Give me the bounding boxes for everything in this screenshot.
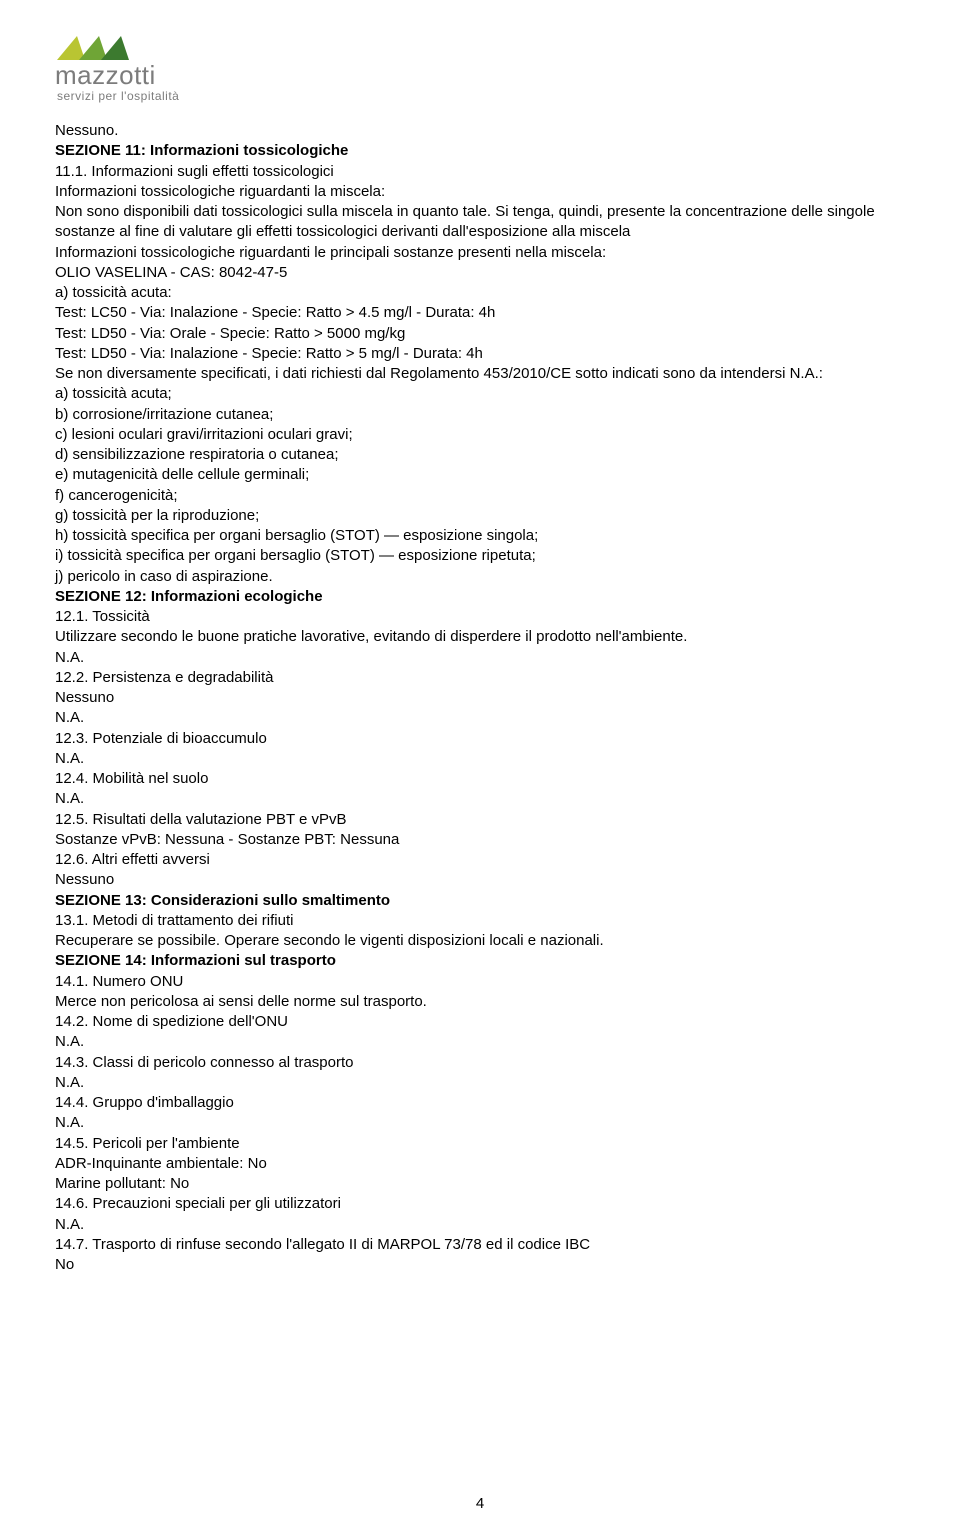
body-text: 12.2. Persistenza e degradabilità <box>55 668 905 688</box>
body-text: 12.1. Tossicità <box>55 607 905 627</box>
body-text: 14.7. Trasporto di rinfuse secondo l'all… <box>55 1235 905 1255</box>
body-text: Informazioni tossicologiche riguardanti … <box>55 243 905 263</box>
body-text: Test: LD50 - Via: Inalazione - Specie: R… <box>55 344 905 364</box>
body-text: 12.5. Risultati della valutazione PBT e … <box>55 810 905 830</box>
body-text: N.A. <box>55 1215 905 1235</box>
body-text: OLIO VASELINA - CAS: 8042-47-5 <box>55 263 905 283</box>
body-text: c) lesioni oculari gravi/irritazioni ocu… <box>55 425 905 445</box>
body-text: 14.3. Classi di pericolo connesso al tra… <box>55 1053 905 1073</box>
body-text: 12.3. Potenziale di bioaccumulo <box>55 729 905 749</box>
body-text: Marine pollutant: No <box>55 1174 905 1194</box>
body-text: N.A. <box>55 648 905 668</box>
section12-heading: SEZIONE 12: Informazioni ecologiche <box>55 587 905 607</box>
body-text: N.A. <box>55 708 905 728</box>
body-text: Non sono disponibili dati tossicologici … <box>55 202 905 243</box>
body-text: Se non diversamente specificati, i dati … <box>55 364 905 384</box>
body-text: d) sensibilizzazione respiratoria o cuta… <box>55 445 905 465</box>
body-text: g) tossicità per la riproduzione; <box>55 506 905 526</box>
body-text: Nessuno <box>55 688 905 708</box>
body-text: Nessuno <box>55 870 905 890</box>
body-text: 12.4. Mobilità nel suolo <box>55 769 905 789</box>
body-text: ADR-Inquinante ambientale: No <box>55 1154 905 1174</box>
body-text: a) tossicità acuta: <box>55 283 905 303</box>
body-text: e) mutagenicità delle cellule germinali; <box>55 465 905 485</box>
body-text: Test: LC50 - Via: Inalazione - Specie: R… <box>55 303 905 323</box>
brand-name: mazzotti <box>55 60 905 91</box>
body-text: i) tossicità specifica per organi bersag… <box>55 546 905 566</box>
body-text: f) cancerogenicità; <box>55 486 905 506</box>
body-text: N.A. <box>55 749 905 769</box>
body-text: Recuperare se possibile. Operare secondo… <box>55 931 905 951</box>
body-text: 14.6. Precauzioni speciali per gli utili… <box>55 1194 905 1214</box>
body-text: 14.5. Pericoli per l'ambiente <box>55 1134 905 1154</box>
body-text: Sostanze vPvB: Nessuna - Sostanze PBT: N… <box>55 830 905 850</box>
body-text: No <box>55 1255 905 1275</box>
body-text: h) tossicità specifica per organi bersag… <box>55 526 905 546</box>
body-text: b) corrosione/irritazione cutanea; <box>55 405 905 425</box>
page-number: 4 <box>0 1495 960 1512</box>
brand-logo: mazzotti servizi per l'ospitalità <box>55 30 905 103</box>
section11-heading: SEZIONE 11: Informazioni tossicologiche <box>55 141 905 161</box>
body-text: Utilizzare secondo le buone pratiche lav… <box>55 627 905 647</box>
body-text: N.A. <box>55 789 905 809</box>
leaves-icon <box>55 30 150 62</box>
body-text: 14.2. Nome di spedizione dell'ONU <box>55 1012 905 1032</box>
body-text: a) tossicità acuta; <box>55 384 905 404</box>
body-text: N.A. <box>55 1073 905 1093</box>
body-text: 14.1. Numero ONU <box>55 972 905 992</box>
body-text: j) pericolo in caso di aspirazione. <box>55 567 905 587</box>
section11-sub: 11.1. Informazioni sugli effetti tossico… <box>55 162 905 182</box>
body-text: N.A. <box>55 1032 905 1052</box>
section13-heading: SEZIONE 13: Considerazioni sullo smaltim… <box>55 891 905 911</box>
body-text: 14.4. Gruppo d'imballaggio <box>55 1093 905 1113</box>
brand-tagline: servizi per l'ospitalità <box>57 89 905 103</box>
body-text: Informazioni tossicologiche riguardanti … <box>55 182 905 202</box>
body-text: N.A. <box>55 1113 905 1133</box>
body-text: Merce non pericolosa ai sensi delle norm… <box>55 992 905 1012</box>
intro-text: Nessuno. <box>55 121 905 141</box>
body-text: Test: LD50 - Via: Orale - Specie: Ratto … <box>55 324 905 344</box>
body-text: 13.1. Metodi di trattamento dei rifiuti <box>55 911 905 931</box>
body-text: 12.6. Altri effetti avversi <box>55 850 905 870</box>
section14-heading: SEZIONE 14: Informazioni sul trasporto <box>55 951 905 971</box>
